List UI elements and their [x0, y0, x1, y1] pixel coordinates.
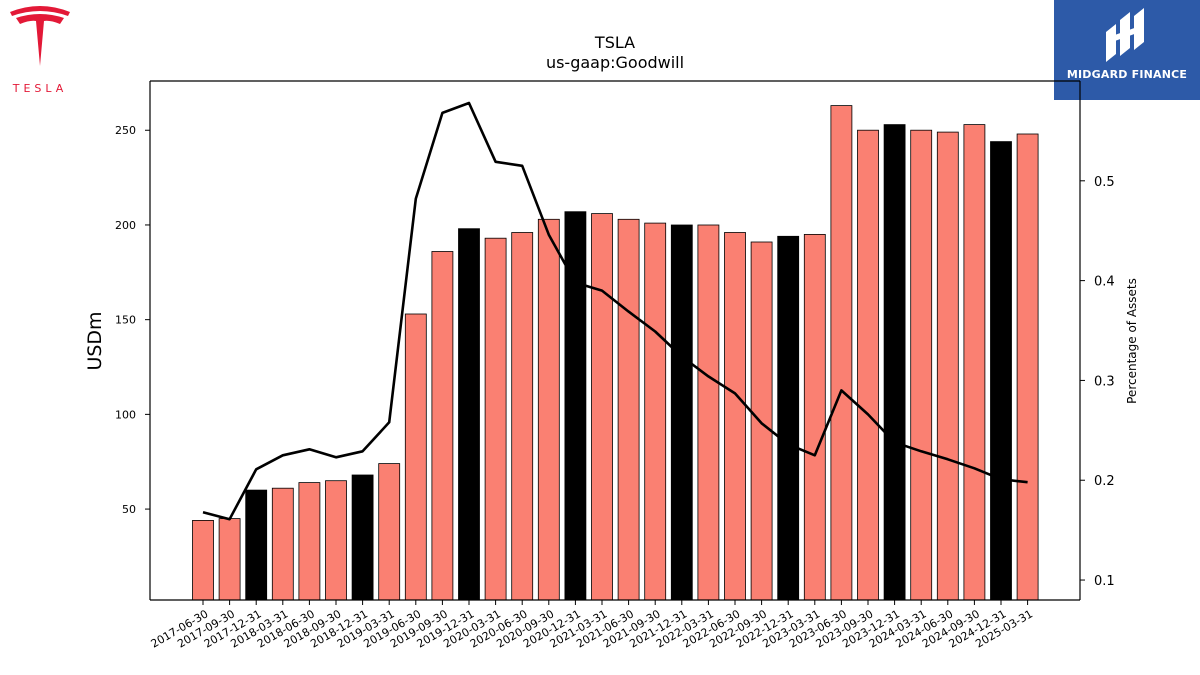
y-tick-label: 150: [115, 314, 136, 327]
bar-2020-03-31: [484, 237, 507, 601]
bar-2017-09-30: [218, 518, 241, 601]
bar-2022-06-30: [724, 232, 746, 601]
bar-2025-03-31: [1016, 133, 1039, 601]
chart-subtitle: us-gaap:Goodwill: [546, 53, 684, 72]
bar-2019-06-30: [404, 313, 427, 601]
bar-2018-09-30: [325, 480, 347, 601]
midgard-wordmark: MIDGARD FINANCE: [1066, 68, 1188, 81]
y2-tick-label: 0.3: [1094, 374, 1115, 389]
y-axis-label: USDm: [84, 311, 106, 370]
chart-title: TSLA: [594, 33, 635, 52]
bar-2023-03-31: [803, 233, 826, 601]
bar-2019-09-30: [431, 251, 454, 601]
bar-2018-12-31: [351, 474, 374, 601]
bar-2018-03-31: [271, 487, 294, 601]
bar-2024-09-30: [963, 124, 986, 601]
bar-2021-06-30: [617, 218, 640, 601]
bar-2022-12-31: [777, 235, 800, 601]
bar-2021-09-30: [644, 222, 667, 601]
bar-2021-03-31: [591, 213, 613, 601]
bar-2023-09-30: [857, 129, 879, 601]
y-tick-label: 250: [115, 124, 136, 137]
percentage-of-assets-line: [202, 101, 1028, 521]
bar-2019-03-31: [378, 463, 401, 601]
bar-2017-06-30: [192, 520, 214, 601]
midgard-mark-icon: [1106, 8, 1144, 62]
bar-2020-09-30: [537, 218, 560, 601]
tesla-logo: TESLA: [0, 0, 80, 100]
midgard-finance-logo: MIDGARD FINANCE: [1054, 0, 1200, 100]
y-tick-label: 100: [115, 408, 136, 421]
bar-2020-06-30: [511, 232, 534, 601]
y2-tick-label: 0.1: [1094, 574, 1115, 589]
bar-2022-03-31: [697, 224, 720, 601]
y-tick-label: 200: [115, 219, 136, 232]
bar-2024-03-31: [910, 129, 933, 601]
bar-2021-12-31: [670, 224, 693, 601]
y-tick-label: 50: [122, 503, 136, 516]
tesla-t-icon: [10, 6, 70, 66]
y2-tick-label: 0.2: [1094, 474, 1115, 489]
bar-2024-12-31: [990, 141, 1012, 601]
bar-2023-12-31: [883, 124, 906, 601]
bar-2022-09-30: [750, 241, 773, 601]
bar-2024-06-30: [936, 131, 959, 601]
bar-2017-12-31: [245, 489, 268, 601]
tesla-wordmark: TESLA: [12, 82, 68, 95]
bar-2018-06-30: [298, 482, 321, 601]
bar-2019-12-31: [458, 228, 480, 601]
y2-axis-label: Percentage of Assets: [1125, 278, 1139, 404]
bar-2023-06-30: [830, 105, 853, 601]
y2-tick-label: 0.4: [1094, 275, 1115, 290]
y2-tick-label: 0.5: [1094, 175, 1115, 190]
